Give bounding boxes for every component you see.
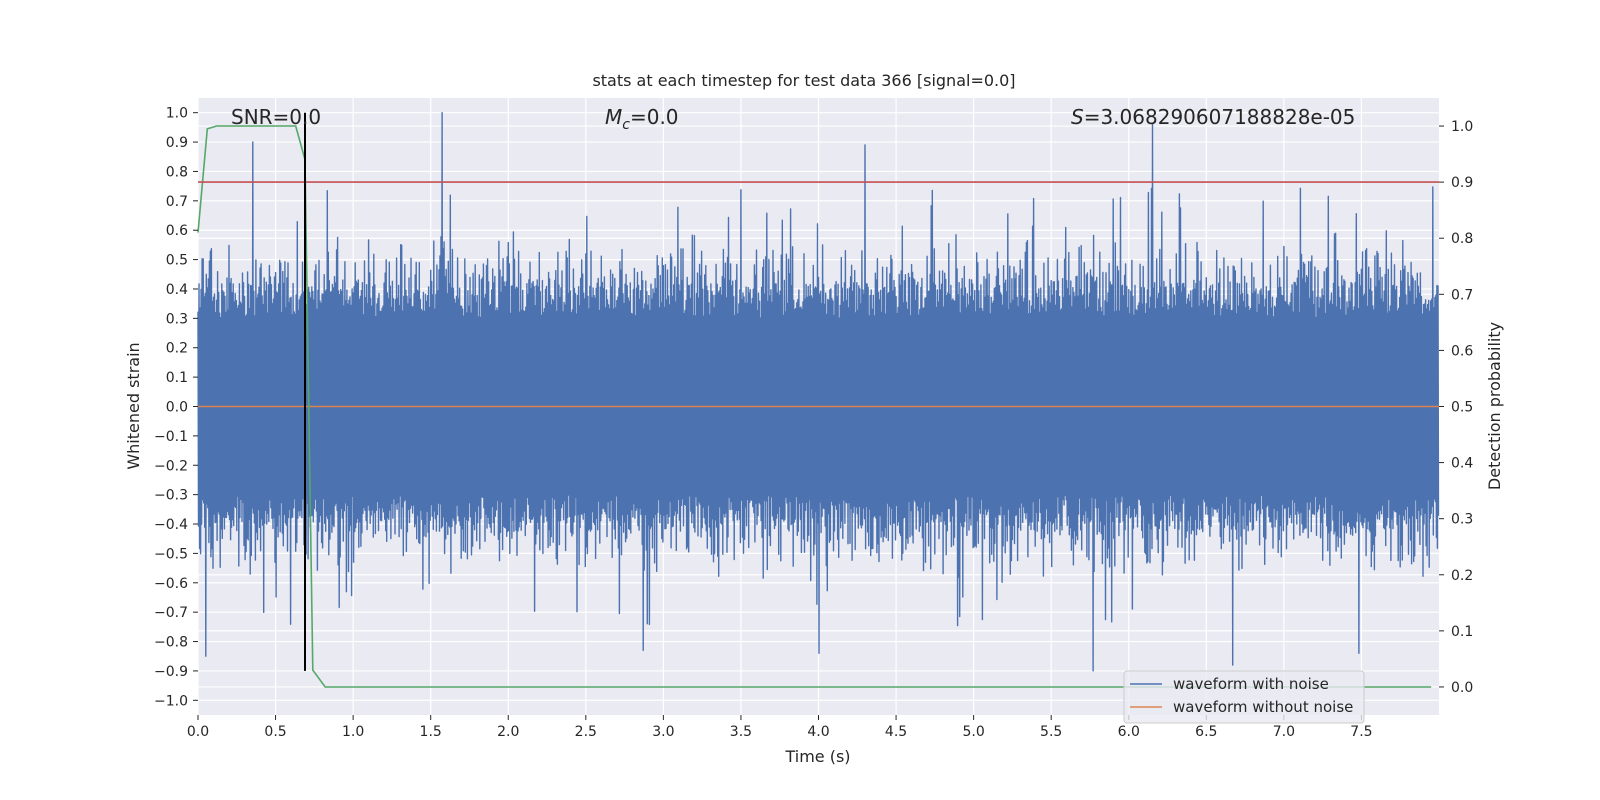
x-tick-label-9: 4.5: [885, 724, 907, 740]
y-tick-label-16: 0.6: [166, 223, 188, 239]
series-lines: [197, 112, 1439, 688]
x-tick-label-12: 6.0: [1118, 724, 1140, 740]
y-tick-label-10: 0.0: [166, 400, 188, 416]
y-tick-label-2: −0.8: [154, 635, 188, 651]
x-tick-label-5: 2.5: [575, 724, 597, 740]
x-tick-label-13: 6.5: [1195, 724, 1217, 740]
y-tick-label-14: 0.4: [166, 282, 188, 298]
y-tick-label-6: −0.4: [154, 517, 188, 533]
y-tick-label-4: −0.6: [154, 576, 188, 592]
x-tick-label-10: 5.0: [962, 724, 984, 740]
legend-box: [1123, 670, 1365, 724]
s-value: =3.068290607188828e-05: [1084, 105, 1356, 129]
y-tick-label-0: −1.0: [154, 693, 188, 709]
y-tick-label-8: −0.2: [154, 458, 188, 474]
legend-label-with-noise: waveform with noise: [1173, 675, 1329, 693]
chirp-mass-annotation: Mc=0.0: [605, 105, 679, 133]
chart-title: stats at each timestep for test data 366…: [592, 71, 1015, 90]
y-tick-label-20: 1.0: [166, 106, 188, 122]
y2-tick-label-1: 0.1: [1451, 624, 1473, 640]
x-axis-label: Time (s): [784, 747, 850, 766]
x-tick-label-8: 4.0: [807, 724, 829, 740]
y-tick-label-1: −0.9: [154, 664, 188, 680]
y-tick-label-11: 0.1: [166, 370, 188, 386]
y2-tick-label-4: 0.4: [1451, 456, 1473, 472]
waveform-with-noise-line: [197, 112, 1440, 672]
y-tick-label-9: −0.1: [154, 429, 188, 445]
s-annotation: S=3.068290607188828e-05: [1071, 105, 1355, 129]
snr-annotation: SNR=0.0: [231, 105, 321, 129]
y2-tick-label-6: 0.6: [1451, 343, 1473, 359]
y2-axis-label: Detection probability: [1485, 322, 1504, 490]
chirp-mass-symbol: M: [605, 105, 622, 129]
y2-tick-label-9: 0.9: [1451, 175, 1473, 191]
chirp-mass-value: =0.0: [630, 105, 679, 129]
x-tick-label-1: 0.5: [264, 724, 286, 740]
y-tick-label-19: 0.9: [166, 135, 188, 151]
y-axis-label: Whitened strain: [124, 342, 143, 469]
x-tick-label-2: 1.0: [342, 724, 364, 740]
y2-tick-label-8: 0.8: [1451, 231, 1473, 247]
x-tick-label-4: 2.0: [497, 724, 519, 740]
x-tick-label-3: 1.5: [420, 724, 442, 740]
y-tick-label-15: 0.5: [166, 253, 188, 269]
y2-tick-label-5: 0.5: [1451, 400, 1473, 416]
x-tick-label-15: 7.5: [1350, 724, 1372, 740]
x-tick-label-6: 3.0: [652, 724, 674, 740]
s-symbol: S: [1071, 105, 1084, 129]
y-tick-label-7: −0.3: [154, 488, 188, 504]
x-tick-label-11: 5.5: [1040, 724, 1062, 740]
y2-tick-label-7: 0.7: [1451, 287, 1473, 303]
chirp-mass-subscript: c: [622, 117, 630, 133]
y2-tick-labels: 0.0 0.1 0.2 0.3 0.4 0.5 0.6 0.7 0.8 0.9 1.0: [1439, 119, 1473, 696]
y-tick-label-3: −0.7: [154, 605, 188, 621]
x-tick-label-0: 0.0: [187, 724, 209, 740]
y-tick-label-13: 0.3: [166, 311, 188, 327]
y-tick-label-18: 0.8: [166, 164, 188, 180]
x-tick-label-14: 7.0: [1273, 724, 1295, 740]
y2-tick-label-2: 0.2: [1451, 568, 1473, 584]
y-tick-label-17: 0.7: [166, 194, 188, 210]
legend-label-without-noise: waveform without noise: [1173, 698, 1353, 716]
legend: waveform with noise waveform without noi…: [1123, 670, 1365, 724]
x-tick-labels: 0.0 0.5 1.0 1.5 2.0 2.5 3.0 3.5 4.0 4.5 5.0 5.5 6.0 6…: [187, 715, 1373, 740]
y2-tick-label-10: 1.0: [1451, 119, 1473, 135]
x-tick-label-7: 3.5: [730, 724, 752, 740]
y-tick-label-12: 0.2: [166, 341, 188, 357]
y2-tick-label-0: 0.0: [1451, 680, 1473, 696]
y-tick-label-5: −0.5: [154, 546, 188, 562]
detection-probability-line: [197, 125, 1432, 688]
y2-tick-label-3: 0.3: [1451, 512, 1473, 528]
y-tick-labels: −1.0 −0.9 −0.8 −0.7 −0.6 −0.5 −0.4 −0.3 −0.2 −0.1…: [154, 106, 198, 709]
series-waveform-with-noise: [197, 112, 1440, 672]
